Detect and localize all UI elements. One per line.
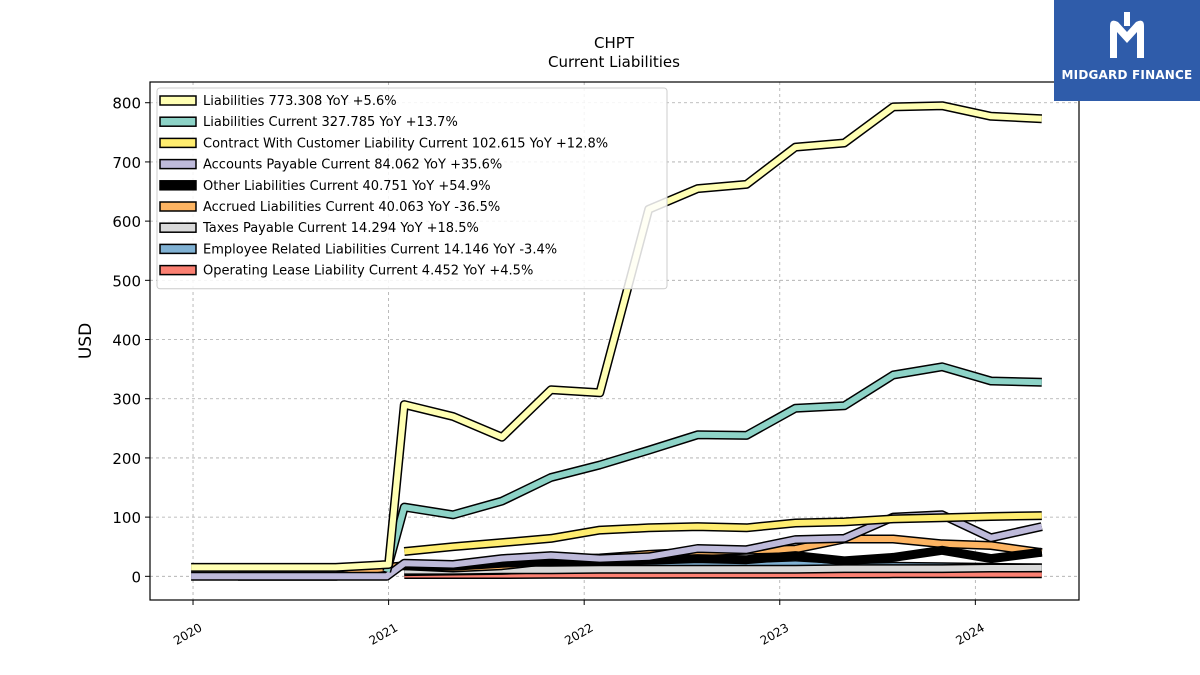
logo-text: MIDGARD FINANCE: [1061, 68, 1193, 82]
y-tick-label: 700: [112, 154, 141, 172]
series-line-fill: [404, 547, 1043, 570]
y-axis-label: USD: [76, 323, 96, 359]
x-tick-label: 2024: [953, 620, 986, 647]
chart-title: CHPT: [594, 34, 635, 52]
x-tick-label: 2023: [758, 620, 791, 647]
legend-entry: Other Liabilities Current 40.751 YoY +54…: [203, 179, 491, 194]
legend-swatch: [159, 180, 197, 191]
legend-swatch: [159, 158, 197, 170]
y-tick-label: 300: [112, 391, 141, 409]
legend-entry: Employee Related Liabilities Current 14.…: [203, 242, 557, 257]
legend-entry: Contract With Customer Liability Current…: [203, 136, 608, 151]
series-line-fill: [383, 363, 1042, 573]
legend-box: [156, 87, 668, 290]
brand-logo: MIDGARD FINANCE: [1054, 0, 1200, 101]
x-tick-label: 2022: [562, 620, 595, 647]
legend-swatch: [159, 243, 197, 255]
legend-swatch: [159, 116, 197, 127]
legend-swatch: [159, 137, 197, 149]
legend: Liabilities 773.308 YoY +5.6% Liabilities…: [156, 87, 668, 290]
series-line-fill: [404, 512, 1042, 555]
series-line: [404, 545, 1043, 571]
series-line: [403, 511, 1042, 556]
legend-swatch: [159, 222, 197, 233]
y-tick-label: 200: [112, 450, 141, 468]
legend-entry: Liabilities 773.308 YoY +5.6%: [203, 94, 397, 109]
legend-swatch: [159, 264, 197, 276]
plot-frame: [149, 81, 1080, 601]
y-tick-label: 500: [112, 272, 141, 290]
x-tick-label: 2020: [171, 620, 204, 647]
legend-entry: Accrued Liabilities Current 40.063 YoY -…: [203, 200, 500, 215]
y-tick-label: 100: [112, 509, 141, 527]
legend-swatch: [159, 95, 197, 106]
legend-entry: Accounts Payable Current 84.062 YoY +35.…: [203, 158, 502, 173]
series-lines: [191, 101, 1043, 581]
legend-entry: Liabilities Current 327.785 YoY +13.7%: [203, 115, 458, 130]
series-line: [404, 563, 1042, 575]
legend-entry: Operating Lease Liability Current 4.452 …: [203, 264, 533, 279]
y-tick-label: 0: [131, 568, 141, 586]
y-tick-label: 400: [112, 332, 141, 350]
y-tick-label: 800: [112, 95, 141, 113]
series-line-fill: [404, 564, 1042, 574]
legend-entry: Taxes Payable Current 14.294 YoY +18.5%: [202, 221, 479, 236]
chart-subtitle: Current Liabilities: [548, 53, 680, 71]
y-tick-label: 600: [112, 213, 141, 231]
series-line: [382, 362, 1042, 573]
logo-icon: [1110, 12, 1144, 59]
legend-swatch: [159, 201, 197, 212]
x-tick-label: 2021: [367, 620, 400, 647]
